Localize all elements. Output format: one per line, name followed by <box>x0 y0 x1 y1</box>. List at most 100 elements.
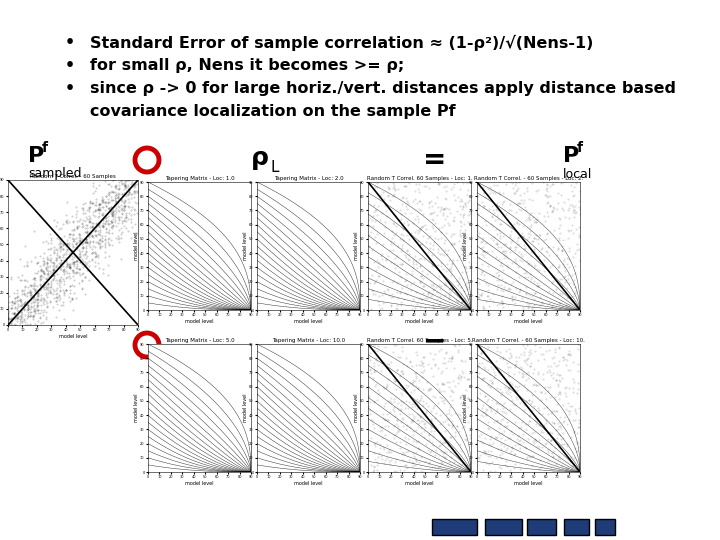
Point <box>382 422 394 431</box>
Point <box>124 133 135 142</box>
Point <box>554 299 565 307</box>
Point <box>410 456 422 465</box>
Point <box>111 184 122 192</box>
Point <box>419 456 431 465</box>
Point <box>531 416 543 425</box>
Point <box>66 251 77 260</box>
Point <box>529 435 541 443</box>
Point <box>384 358 396 367</box>
Point <box>83 241 94 249</box>
Point <box>515 205 526 214</box>
Point <box>534 436 545 444</box>
Point <box>491 230 503 238</box>
Point <box>40 308 51 316</box>
Point <box>125 168 137 177</box>
Point <box>499 248 510 257</box>
Point <box>109 192 121 201</box>
Title: Tapering Matrix - Loc: 1.0: Tapering Matrix - Loc: 1.0 <box>165 176 234 181</box>
Point <box>86 249 97 258</box>
Point <box>89 205 100 214</box>
Point <box>4 319 15 328</box>
Point <box>473 454 485 463</box>
Point <box>373 449 384 457</box>
Point <box>5 275 17 284</box>
Point <box>388 220 400 228</box>
Point <box>560 464 572 473</box>
Point <box>424 244 436 253</box>
Point <box>498 189 509 198</box>
Point <box>553 261 564 269</box>
Point <box>451 206 463 215</box>
Point <box>12 313 24 322</box>
Point <box>111 221 122 230</box>
Point <box>80 234 91 243</box>
Point <box>444 288 456 296</box>
Point <box>12 301 24 310</box>
Point <box>68 282 80 291</box>
Point <box>11 286 22 294</box>
Point <box>442 219 454 227</box>
Point <box>372 386 384 394</box>
Point <box>556 282 567 291</box>
Point <box>367 467 379 475</box>
Point <box>408 427 419 435</box>
Point <box>370 276 382 285</box>
Point <box>504 243 516 252</box>
Point <box>368 440 379 448</box>
Point <box>413 422 424 431</box>
Point <box>479 407 490 416</box>
Point <box>41 265 53 274</box>
Point <box>544 393 556 402</box>
Point <box>573 404 585 413</box>
Point <box>541 402 553 411</box>
Point <box>477 401 488 409</box>
Point <box>554 442 565 450</box>
Point <box>115 164 127 172</box>
Point <box>459 295 470 304</box>
Point <box>9 338 21 346</box>
Point <box>444 403 456 411</box>
Point <box>388 191 400 200</box>
Point <box>441 447 452 456</box>
Point <box>55 300 67 309</box>
Point <box>122 215 134 224</box>
Point <box>432 261 444 269</box>
Point <box>503 390 514 399</box>
Point <box>22 282 34 291</box>
Point <box>6 298 18 306</box>
Point <box>562 420 573 428</box>
Point <box>109 199 121 208</box>
Point <box>371 465 382 474</box>
Point <box>488 233 500 241</box>
Point <box>6 303 18 312</box>
Point <box>114 180 125 189</box>
Point <box>374 423 386 432</box>
Point <box>120 214 131 222</box>
Point <box>34 313 45 322</box>
Point <box>397 193 408 202</box>
Point <box>517 437 528 446</box>
Point <box>44 283 55 292</box>
Point <box>111 193 122 202</box>
Point <box>66 226 77 234</box>
Point <box>104 239 115 248</box>
Point <box>112 213 124 221</box>
Point <box>456 423 468 432</box>
Point <box>5 338 17 346</box>
Point <box>32 267 44 276</box>
Text: since ρ -> 0 for large horiz./vert. distances apply distance based: since ρ -> 0 for large horiz./vert. dist… <box>90 81 676 96</box>
Point <box>2 312 14 320</box>
Point <box>86 231 97 239</box>
Point <box>50 275 61 284</box>
Point <box>54 286 66 294</box>
Point <box>101 170 112 178</box>
Point <box>58 267 70 276</box>
Point <box>87 248 99 256</box>
Point <box>490 357 502 366</box>
Point <box>397 193 409 202</box>
Point <box>35 295 47 304</box>
Point <box>364 348 375 357</box>
Point <box>444 448 456 456</box>
Point <box>369 216 381 225</box>
Point <box>61 261 73 270</box>
